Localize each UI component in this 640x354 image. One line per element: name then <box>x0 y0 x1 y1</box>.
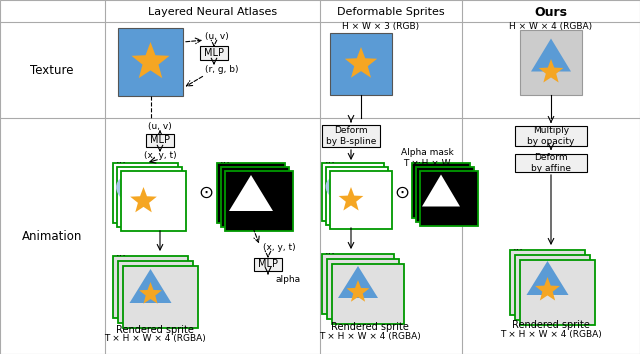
Text: ...: ... <box>220 155 231 165</box>
Text: alpha: alpha <box>275 275 300 285</box>
Bar <box>515 255 590 320</box>
Text: T × H × W × 4 (RGBA): T × H × W × 4 (RGBA) <box>500 330 602 338</box>
Polygon shape <box>347 280 369 302</box>
Polygon shape <box>345 47 377 78</box>
Text: ...: ... <box>325 155 336 165</box>
Polygon shape <box>116 175 175 216</box>
Text: Animation: Animation <box>22 229 82 242</box>
Text: ⊙: ⊙ <box>394 184 410 202</box>
Bar <box>515 126 587 146</box>
Text: ...: ... <box>325 246 336 256</box>
Bar <box>118 261 193 323</box>
Bar <box>330 171 392 229</box>
Polygon shape <box>531 39 571 72</box>
Bar <box>330 33 392 95</box>
Polygon shape <box>338 266 378 298</box>
Bar <box>420 171 478 226</box>
Bar <box>326 167 388 225</box>
Text: Rendered sprite: Rendered sprite <box>331 322 409 332</box>
Polygon shape <box>339 187 364 211</box>
Text: T × H × W × 4 (RGBA): T × H × W × 4 (RGBA) <box>104 335 206 343</box>
Polygon shape <box>131 42 170 78</box>
Text: H × W × 4 (RGBA): H × W × 4 (RGBA) <box>509 23 593 32</box>
Bar <box>327 259 399 319</box>
Bar <box>123 266 198 328</box>
Text: Alpha mask
T × H × W: Alpha mask T × H × W <box>401 148 453 168</box>
Text: Multiply
by opacity: Multiply by opacity <box>527 126 575 146</box>
Text: (u, v): (u, v) <box>205 32 228 40</box>
Polygon shape <box>535 277 560 301</box>
Text: Deform
by B-spline: Deform by B-spline <box>326 126 376 146</box>
Bar <box>117 167 182 227</box>
Bar <box>515 154 587 172</box>
Text: Rendered sprite: Rendered sprite <box>116 325 194 335</box>
Text: T × H × W × 4 (RGBA): T × H × W × 4 (RGBA) <box>319 331 421 341</box>
Bar <box>221 167 289 227</box>
Bar <box>322 125 380 147</box>
Text: H × W × 3 (RGB): H × W × 3 (RGB) <box>342 23 420 32</box>
Bar <box>520 260 595 325</box>
Bar <box>322 163 384 221</box>
Polygon shape <box>422 175 460 206</box>
Text: Ours: Ours <box>534 6 568 18</box>
Bar <box>412 163 470 218</box>
Polygon shape <box>130 187 157 212</box>
Bar <box>146 133 174 147</box>
Text: Texture: Texture <box>30 63 74 76</box>
Bar <box>113 256 188 318</box>
Bar <box>254 257 282 270</box>
Text: ...: ... <box>116 248 127 258</box>
Text: (x, y, t): (x, y, t) <box>144 152 176 160</box>
Bar <box>113 163 178 223</box>
Polygon shape <box>129 269 172 303</box>
Bar <box>416 167 474 222</box>
Bar <box>225 171 293 231</box>
Text: Layered Neural Atlases: Layered Neural Atlases <box>148 7 277 17</box>
Bar <box>121 171 186 231</box>
Text: (r, g, b): (r, g, b) <box>205 65 239 74</box>
Bar <box>217 163 285 223</box>
Polygon shape <box>326 176 381 213</box>
Polygon shape <box>229 175 273 211</box>
Bar <box>118 28 183 96</box>
Text: ...: ... <box>415 155 426 165</box>
Text: ⊙: ⊙ <box>198 184 214 202</box>
Text: ...: ... <box>116 155 127 165</box>
Text: Deformable Sprites: Deformable Sprites <box>337 7 445 17</box>
Bar <box>520 30 582 95</box>
Polygon shape <box>539 59 563 82</box>
Bar <box>322 254 394 314</box>
Text: Rendered sprite: Rendered sprite <box>512 320 590 330</box>
Bar <box>200 46 228 60</box>
Text: ...: ... <box>513 242 524 252</box>
Text: MLP: MLP <box>258 259 278 269</box>
Bar <box>332 264 404 324</box>
Text: (x, y, t): (x, y, t) <box>263 244 296 252</box>
Text: Deform
by affine: Deform by affine <box>531 153 571 173</box>
Polygon shape <box>139 282 162 304</box>
Bar <box>510 250 585 315</box>
Text: MLP: MLP <box>204 48 224 58</box>
Text: (u, v): (u, v) <box>148 121 172 131</box>
Polygon shape <box>527 261 568 295</box>
Text: MLP: MLP <box>150 135 170 145</box>
